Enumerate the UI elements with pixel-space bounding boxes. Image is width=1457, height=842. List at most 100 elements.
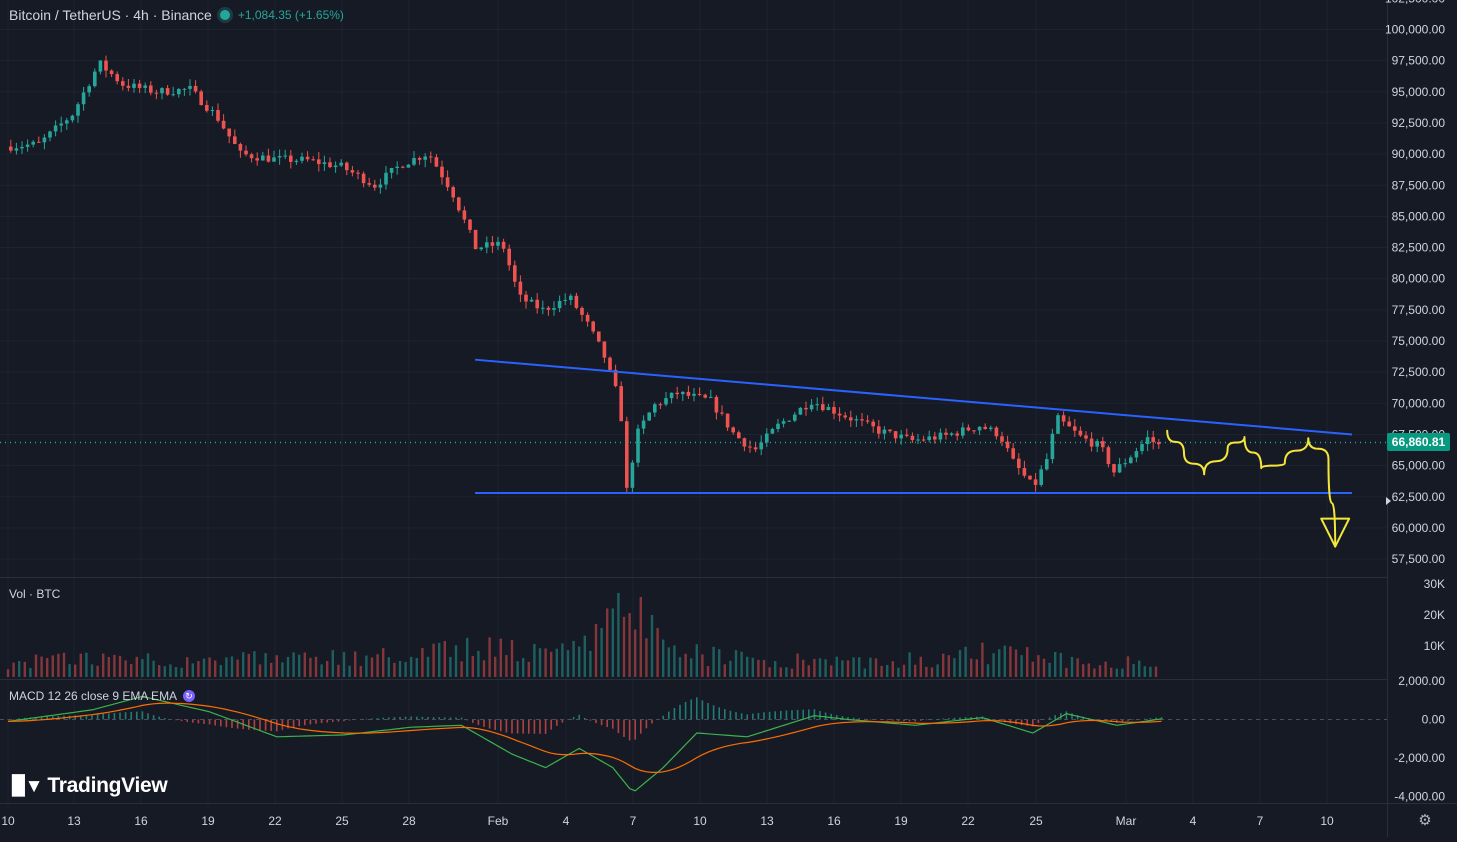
volume-bar (505, 655, 508, 677)
macd-hist-bar (623, 719, 625, 737)
volume-bar (421, 647, 424, 677)
volume-bar (1149, 666, 1152, 677)
macd-hist-bar (578, 714, 580, 720)
macd-hist-bar (18, 718, 20, 720)
candle-body (311, 159, 315, 161)
candle-body (255, 158, 259, 161)
candle-body (933, 436, 937, 440)
candle-body (373, 184, 377, 188)
down-arrow-icon[interactable] (1320, 517, 1351, 548)
candle-body (412, 158, 416, 165)
candle-body (14, 148, 19, 151)
volume-bar (886, 664, 889, 677)
time-axis[interactable]: 10 13 16 19 22 25 28 Feb 4 7 10 13 16 19 22 25 Mar 4 7 10 (1, 814, 1334, 828)
candle-body (322, 162, 327, 165)
candle-body (720, 412, 724, 414)
candle-body (552, 308, 556, 310)
symbol-title[interactable]: Bitcoin / TetherUS · 4h · Binance (9, 7, 212, 23)
macd-hist-bar (186, 719, 188, 723)
projection-drawing[interactable] (1166, 429, 1337, 548)
volume-bar (96, 665, 99, 677)
symbol-legend[interactable]: Bitcoin / TetherUS · 4h · Binance +1,084… (9, 7, 344, 23)
candle-body (686, 391, 691, 396)
candle-body (742, 438, 747, 447)
macd-hist-bar (136, 711, 138, 720)
candle-body (177, 88, 181, 95)
volume-bar (779, 667, 782, 677)
macd-hist-bar (488, 719, 491, 729)
volume-bar (337, 664, 340, 677)
volume-bar (958, 650, 962, 677)
price-tick-label: 95,000.00 (1392, 85, 1446, 99)
volume-bar (628, 613, 631, 677)
macd-hist-bar (791, 710, 793, 720)
macd-hist-bar (427, 717, 429, 720)
macd-tick-label: 2,000.00 (1398, 674, 1445, 688)
volume-bar (482, 660, 486, 677)
volume-tick-label: 30K (1424, 577, 1445, 591)
volume-bar (998, 649, 1001, 677)
volume-bar (62, 652, 66, 677)
candle-body (53, 125, 58, 132)
macd-hist-bar (953, 717, 956, 720)
macd-hist-bar (869, 719, 872, 720)
volume-bar (835, 656, 838, 677)
macd-hist-bar (270, 719, 272, 732)
volume-bar (1093, 668, 1096, 677)
macd-tick-label: 0.00 (1422, 713, 1446, 727)
candle-body (1101, 441, 1105, 448)
candle-body (692, 393, 696, 396)
macd-hist-bar (399, 716, 401, 720)
volume-bar (1054, 651, 1057, 677)
macd-pane-label-wrap[interactable]: MACD 12 26 close 9 EMA EMA ↻ (9, 689, 196, 703)
candle-body (1067, 421, 1071, 427)
macd-settings-icon[interactable]: ↻ (183, 690, 196, 702)
volume-bar (1031, 661, 1034, 677)
candle-body (109, 70, 114, 75)
macd-hist-bar (444, 717, 446, 720)
volume-bar (214, 660, 217, 677)
candle-body (821, 404, 825, 411)
candle-body (272, 157, 276, 162)
candle-body (401, 166, 405, 168)
volume-bar (942, 653, 945, 677)
candle-body (121, 81, 125, 86)
macd-hist-bar (651, 719, 653, 724)
macd-hist-bar (903, 719, 905, 722)
candle-body (490, 242, 495, 246)
volume-bar (919, 656, 922, 677)
volume-bar (645, 638, 648, 677)
volume-bar (236, 659, 239, 677)
candle-body (132, 83, 136, 88)
status-dot-icon (219, 10, 230, 20)
volume-bar (1014, 649, 1018, 677)
candle-body (137, 83, 142, 88)
price-axis[interactable]: 102,500.00 100,000.00 97,500.00 95,000.00 92… (1385, 0, 1445, 566)
macd-hist-bar (802, 709, 804, 720)
price-tick-label: 97,500.00 (1392, 54, 1446, 68)
macd-hist-bar (477, 719, 480, 725)
volume-bar (908, 652, 911, 677)
candlesticks (9, 55, 1161, 494)
volume-pane-label[interactable]: Vol · BTC (9, 587, 61, 601)
macd-hist-bar (483, 719, 485, 727)
macd-hist-bar (1037, 719, 1040, 723)
candle-body (938, 432, 943, 440)
macd-pane-label[interactable]: MACD 12 26 close 9 EMA EMA (9, 689, 178, 703)
price-tick-label: 62,500.00 (1392, 490, 1446, 504)
candle-body (76, 104, 80, 116)
macd-hist-bar (752, 713, 754, 720)
macd-hist-bar (203, 719, 205, 724)
volume-axis: 30K 20K 10K (1424, 577, 1445, 653)
macd-hist-bar (1065, 711, 1068, 720)
candle-body (529, 299, 534, 302)
gear-icon[interactable]: ⚙ (1418, 812, 1432, 829)
candle-body (389, 168, 394, 173)
candle-body (653, 404, 657, 413)
tradingview-logo[interactable]: ▉▼ TradingView (12, 774, 168, 798)
volume-bar (723, 664, 726, 677)
descending-trendline[interactable] (474, 358, 1353, 436)
